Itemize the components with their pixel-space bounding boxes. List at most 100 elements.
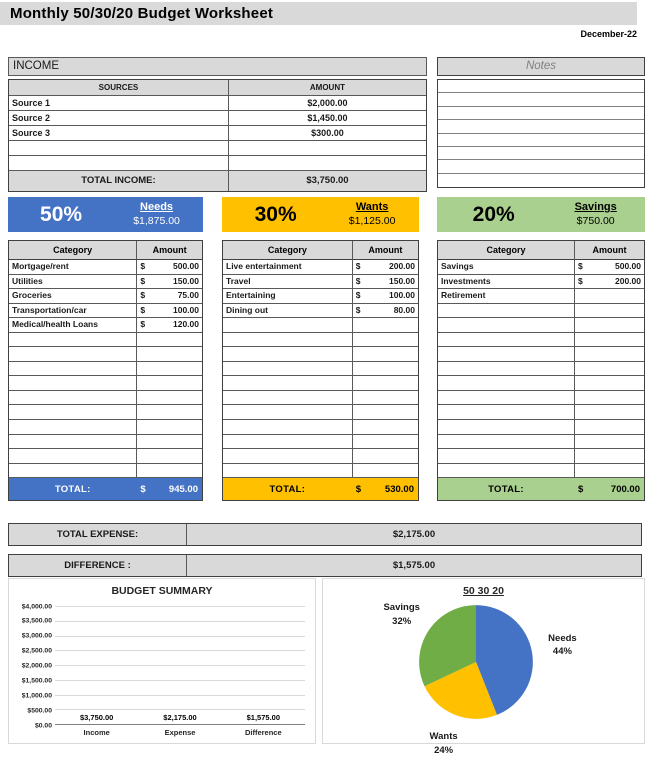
amount-cell[interactable] <box>351 361 418 377</box>
amount-cell[interactable]: $500.00 <box>573 260 644 275</box>
amount-cell[interactable]: $200.00 <box>573 274 644 290</box>
category-cell[interactable] <box>438 347 574 362</box>
amount-cell[interactable] <box>136 347 202 362</box>
category-cell[interactable] <box>9 435 137 450</box>
category-cell[interactable]: Medical/health Loans <box>9 318 137 333</box>
category-cell[interactable] <box>438 435 574 450</box>
category-cell[interactable] <box>9 333 137 348</box>
category-cell[interactable] <box>438 391 574 406</box>
amount-cell[interactable]: $120.00 <box>136 318 202 333</box>
amount-cell[interactable] <box>136 376 202 391</box>
category-cell[interactable] <box>9 405 137 421</box>
amount-cell[interactable]: $150.00 <box>351 274 418 290</box>
amount-cell[interactable] <box>351 449 418 464</box>
amount-cell[interactable] <box>136 463 202 479</box>
amount-cell[interactable] <box>573 347 644 362</box>
category-cell[interactable] <box>223 405 352 421</box>
amount-cell[interactable] <box>573 318 644 333</box>
amount-cell[interactable]: $200.00 <box>351 260 418 275</box>
amount-cell[interactable] <box>573 376 644 391</box>
income-amount-cell[interactable] <box>227 141 426 156</box>
category-cell[interactable] <box>9 362 137 377</box>
amount-cell[interactable]: $100.00 <box>136 303 202 319</box>
category-cell[interactable]: Entertaining <box>223 289 352 304</box>
category-cell[interactable]: Mortgage/rent <box>9 260 137 275</box>
amount-cell[interactable] <box>573 405 644 421</box>
category-cell[interactable] <box>223 391 352 406</box>
notes-row[interactable] <box>438 80 644 94</box>
amount-cell[interactable] <box>136 420 202 435</box>
income-source-cell[interactable]: Source 2 <box>9 111 228 126</box>
category-cell[interactable] <box>438 318 574 333</box>
amount-cell[interactable] <box>351 434 418 450</box>
category-cell[interactable] <box>223 318 352 333</box>
category-cell[interactable] <box>438 420 574 435</box>
amount-cell[interactable] <box>351 318 418 333</box>
notes-row[interactable] <box>438 174 644 187</box>
category-cell[interactable]: Travel <box>223 275 352 290</box>
income-source-cell[interactable]: Source 3 <box>9 126 228 141</box>
category-cell[interactable] <box>223 376 352 391</box>
category-cell[interactable] <box>9 347 137 362</box>
category-cell[interactable]: Live entertainment <box>223 260 352 275</box>
category-cell[interactable] <box>223 333 352 348</box>
amount-cell[interactable] <box>136 405 202 421</box>
amount-cell[interactable] <box>573 463 644 479</box>
amount-cell[interactable]: $75.00 <box>136 289 202 304</box>
amount-cell[interactable] <box>136 361 202 377</box>
amount-cell[interactable] <box>351 347 418 362</box>
amount-cell[interactable]: $150.00 <box>136 274 202 290</box>
amount-cell[interactable] <box>351 420 418 435</box>
amount-cell[interactable] <box>136 434 202 450</box>
category-cell[interactable] <box>9 391 137 406</box>
category-cell[interactable] <box>438 405 574 421</box>
category-cell[interactable]: Dining out <box>223 304 352 319</box>
category-cell[interactable] <box>438 304 574 319</box>
category-cell[interactable] <box>438 464 574 479</box>
amount-cell[interactable] <box>351 332 418 348</box>
amount-cell[interactable] <box>351 390 418 406</box>
category-cell[interactable]: Groceries <box>9 289 137 304</box>
category-cell[interactable] <box>438 449 574 464</box>
amount-cell[interactable]: $500.00 <box>136 260 202 275</box>
income-source-cell[interactable]: Source 1 <box>9 96 228 111</box>
category-cell[interactable]: Utilities <box>9 275 137 290</box>
amount-cell[interactable] <box>136 332 202 348</box>
notes-row[interactable] <box>438 134 644 147</box>
category-cell[interactable] <box>9 464 137 479</box>
notes-row[interactable] <box>438 107 644 121</box>
amount-cell[interactable] <box>573 303 644 319</box>
category-cell[interactable]: Transportation/car <box>9 304 137 319</box>
notes-row[interactable] <box>438 120 644 134</box>
income-amount-cell[interactable] <box>227 156 426 171</box>
category-cell[interactable] <box>9 376 137 391</box>
income-amount-cell[interactable]: $1,450.00 <box>227 111 426 126</box>
amount-cell[interactable] <box>573 434 644 450</box>
notes-row[interactable] <box>438 93 644 107</box>
category-cell[interactable] <box>9 449 137 464</box>
amount-cell[interactable] <box>573 332 644 348</box>
amount-cell[interactable] <box>136 390 202 406</box>
date-label[interactable]: December-22 <box>580 29 637 39</box>
income-source-cell[interactable] <box>9 141 228 156</box>
category-cell[interactable] <box>438 362 574 377</box>
notes-row[interactable] <box>438 147 644 161</box>
amount-cell[interactable]: $100.00 <box>351 289 418 304</box>
category-cell[interactable]: Investments <box>438 275 574 290</box>
amount-cell[interactable] <box>573 420 644 435</box>
category-cell[interactable] <box>223 464 352 479</box>
category-cell[interactable]: Retirement <box>438 289 574 304</box>
category-cell[interactable] <box>9 420 137 435</box>
income-amount-cell[interactable]: $2,000.00 <box>227 96 426 111</box>
amount-cell[interactable] <box>573 390 644 406</box>
category-cell[interactable] <box>223 435 352 450</box>
amount-cell[interactable]: $80.00 <box>351 303 418 319</box>
income-amount-cell[interactable]: $300.00 <box>227 126 426 141</box>
amount-cell[interactable] <box>573 449 644 464</box>
category-cell[interactable] <box>438 333 574 348</box>
category-cell[interactable] <box>438 376 574 391</box>
income-source-cell[interactable] <box>9 156 228 171</box>
category-cell[interactable] <box>223 347 352 362</box>
amount-cell[interactable] <box>351 463 418 479</box>
amount-cell[interactable] <box>351 405 418 421</box>
